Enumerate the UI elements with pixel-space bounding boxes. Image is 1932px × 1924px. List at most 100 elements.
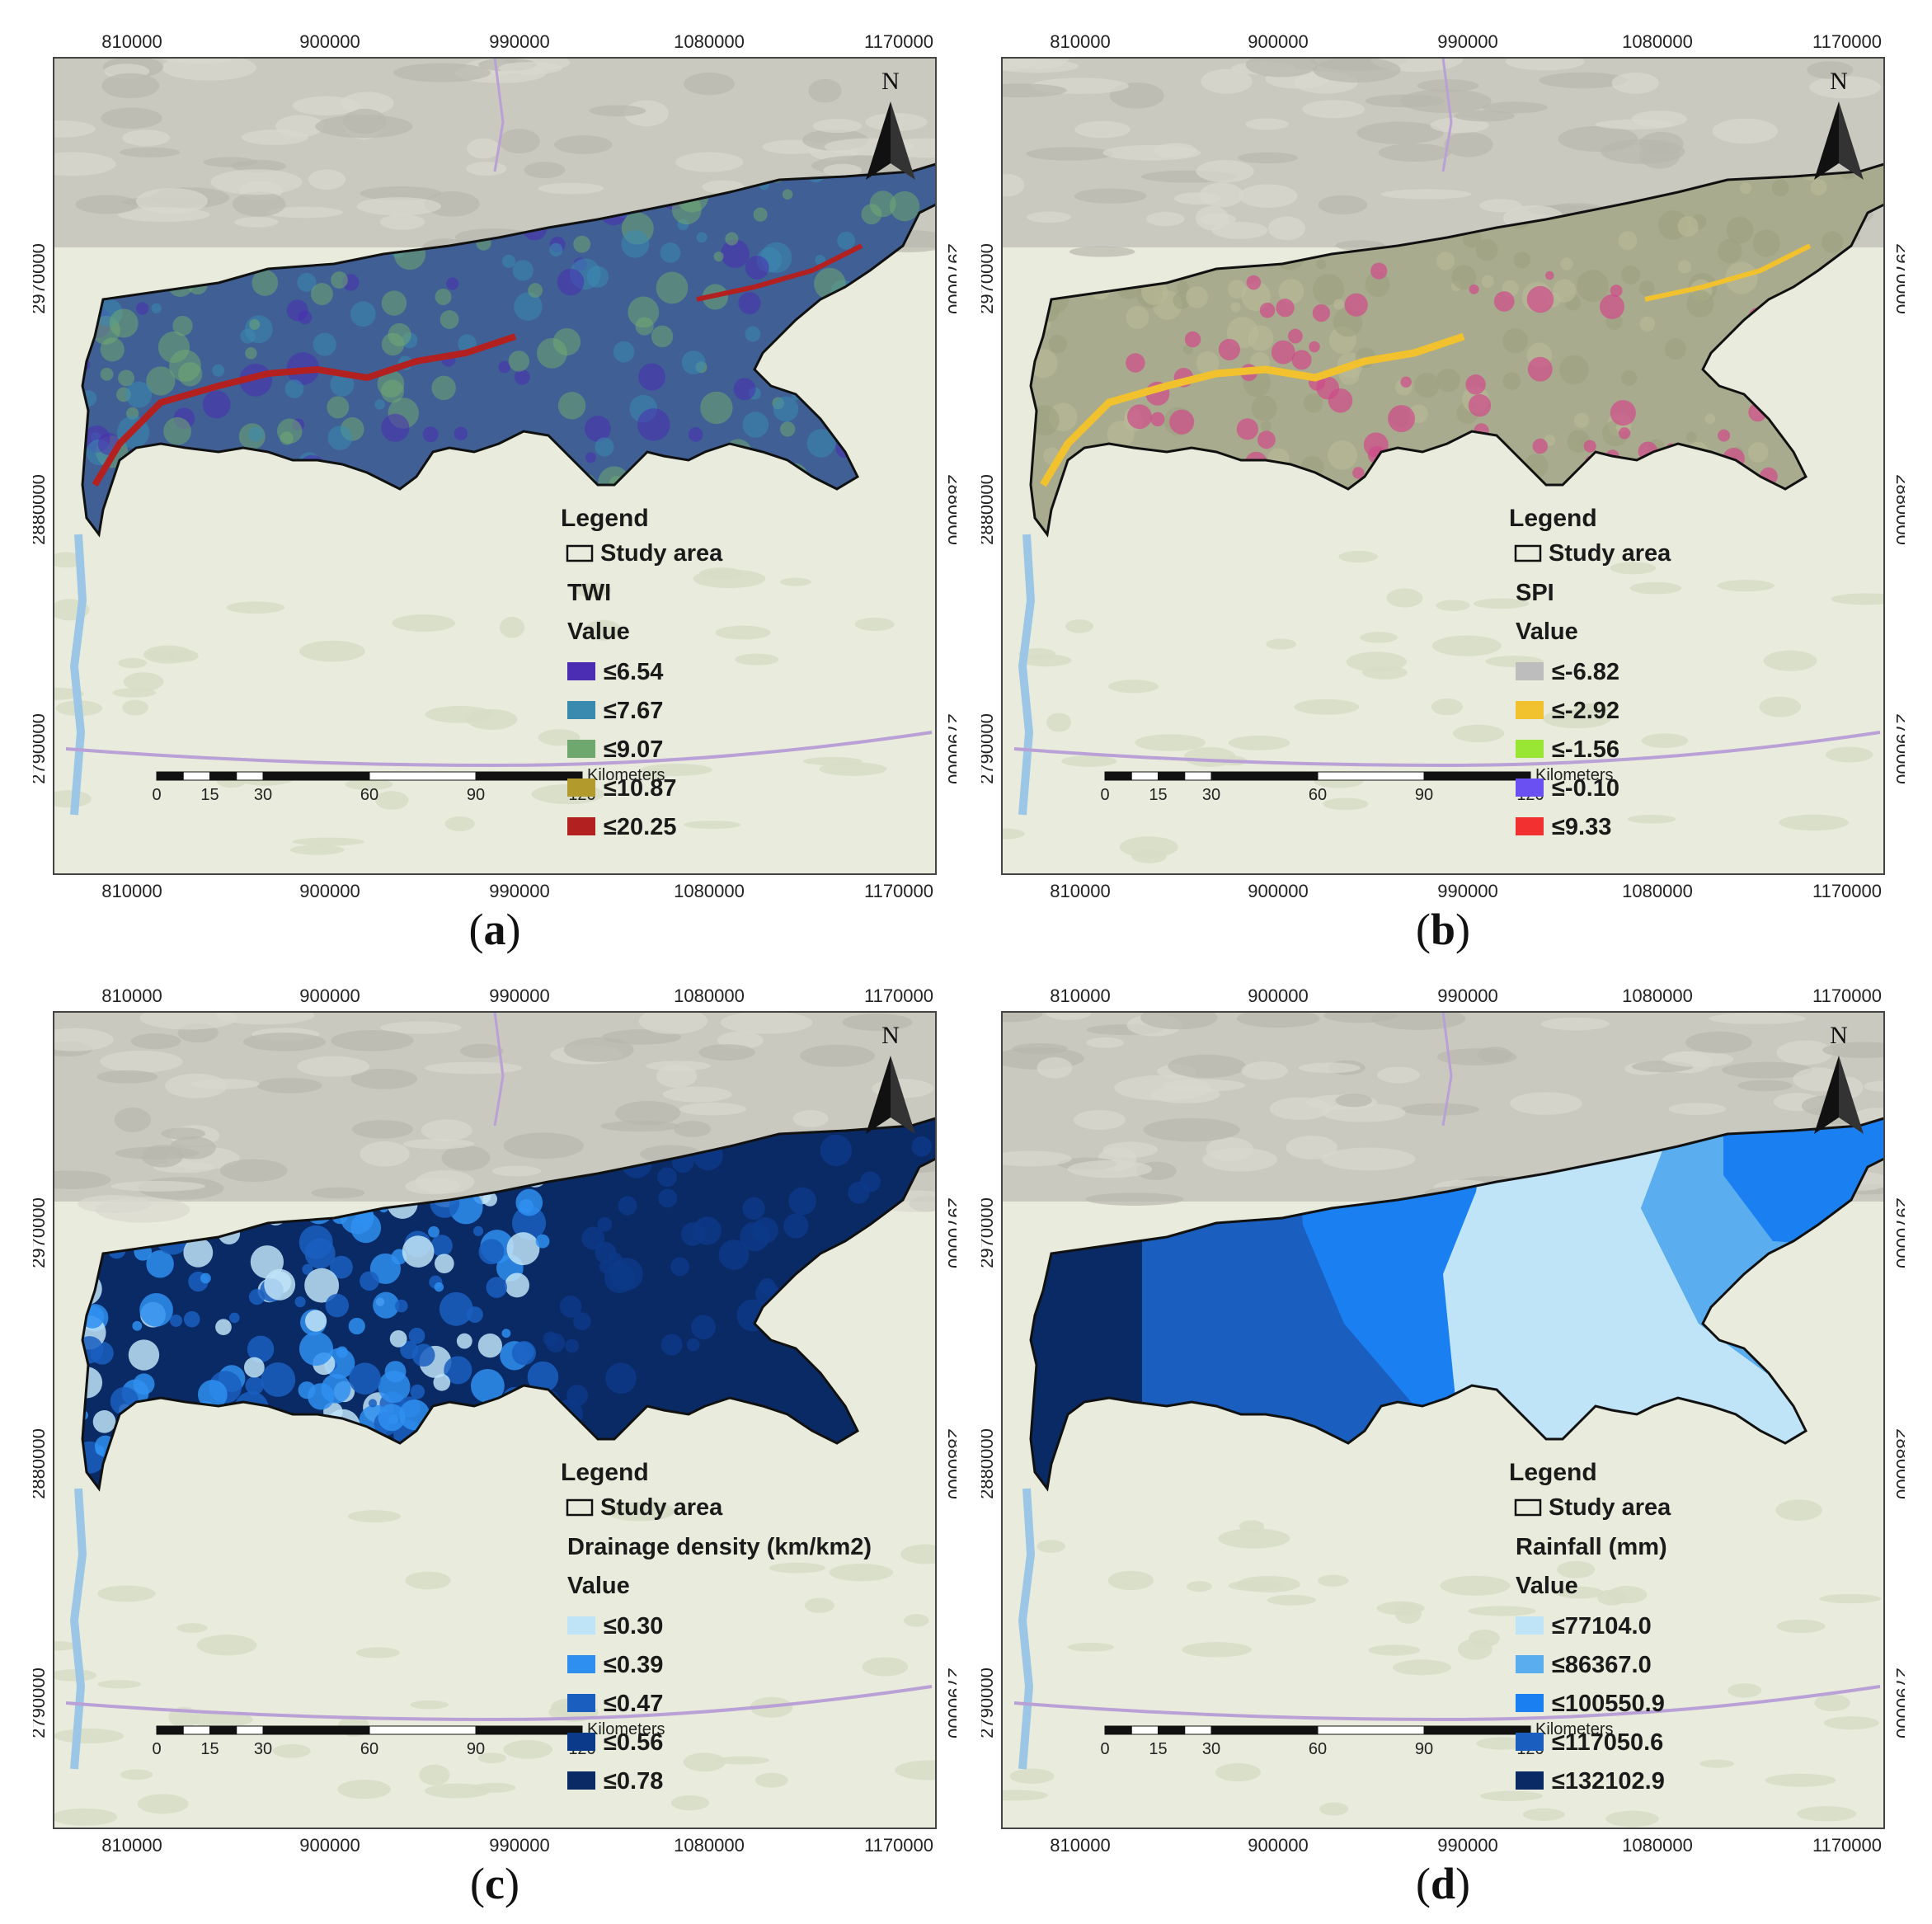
y-tick-label-left: 2790000 [33, 1668, 49, 1738]
raster-cell [1196, 350, 1220, 374]
terrain-ridge [1037, 1057, 1073, 1079]
raster-cell [470, 1368, 505, 1403]
x-tick-label-top: 900000 [299, 31, 360, 52]
scale-segment [1158, 1725, 1186, 1735]
terrain-ridge [196, 1635, 257, 1656]
terrain-ridge [1183, 746, 1236, 768]
legend-study-area-label: Study area [600, 1494, 723, 1521]
raster-cell [1610, 400, 1636, 426]
x-tick-label-bottom: 990000 [489, 881, 549, 901]
raster-cell [411, 1343, 435, 1367]
raster-cell [911, 1136, 932, 1157]
raster-cell [660, 1334, 683, 1356]
terrain-ridge [1399, 89, 1492, 114]
terrain-ridge [118, 657, 148, 669]
raster-cell [1186, 286, 1209, 308]
map-area [1002, 1012, 1884, 1828]
raster-cell [261, 1362, 296, 1397]
legend-swatch [1516, 779, 1544, 797]
raster-cell [434, 1282, 444, 1292]
terrain-ridge [272, 1743, 311, 1758]
terrain-ridge [169, 1136, 216, 1160]
raster-cell [374, 399, 385, 410]
terrain-ridge [1473, 598, 1529, 609]
legend-swatch [1516, 1655, 1544, 1673]
terrain-ridge [54, 120, 96, 138]
raster-cell [597, 1216, 613, 1232]
terrain-ridge [563, 1037, 634, 1062]
raster-cell [327, 426, 353, 450]
terrain-ridge [1067, 1642, 1114, 1652]
study-area-swatch [1514, 1498, 1542, 1517]
terrain-ridge [425, 1061, 523, 1075]
terrain-ridge [1825, 746, 1873, 763]
scale-segment [182, 771, 210, 781]
terrain-ridge [1026, 147, 1114, 161]
terrain-ridge [584, 619, 622, 641]
terrain-ridge [662, 1086, 732, 1103]
terrain-ridge [1436, 1048, 1517, 1065]
raster-cell [330, 372, 355, 397]
scale-segment [156, 1725, 184, 1735]
terrain-ridge [1763, 650, 1817, 671]
terrain-ridge [600, 1120, 679, 1132]
terrain-ridge [1417, 79, 1479, 92]
raster-cell [681, 350, 706, 374]
terrain-ridge [679, 1102, 747, 1116]
raster-cell [1810, 179, 1827, 196]
terrain-ridge [656, 1064, 698, 1089]
terrain-ridge [120, 1769, 153, 1781]
terrain-ridge [900, 1544, 936, 1564]
legend-class-label: ≤0.56 [604, 1729, 663, 1756]
raster-cell [783, 1213, 809, 1239]
raster-cell [1352, 467, 1365, 479]
scale-unit-label: Kilometers [1535, 1720, 1613, 1738]
raster-cell [284, 379, 304, 398]
raster-cell [454, 426, 468, 441]
x-tick-label-bottom: 1170000 [1812, 1835, 1882, 1856]
terrain-ridge [903, 1614, 929, 1627]
raster-cell [330, 1255, 353, 1279]
raster-cell [1236, 418, 1258, 440]
map-figure: 810000 810000 900000 900000 990000 990000 1080… [33, 986, 957, 1856]
terrain-ridge [812, 119, 863, 134]
raster-cell [1686, 289, 1714, 318]
map-area [54, 58, 936, 874]
legend-swatch [567, 779, 595, 797]
raster-cell [599, 1259, 613, 1274]
x-tick-label-bottom: 810000 [101, 881, 162, 901]
terrain-ridge [683, 1752, 726, 1772]
terrain-ridge [444, 816, 475, 831]
map-panel-a: 810000 810000 900000 900000 990000 990000 1080… [33, 23, 957, 954]
raster-cell [132, 1320, 143, 1331]
raster-cell [377, 369, 405, 398]
terrain-ridge [720, 1012, 813, 1034]
y-tick-label-left: 2880000 [33, 1428, 49, 1499]
high-value-channel [92, 333, 517, 487]
raster-cell [325, 1293, 350, 1318]
north-arrow-right [891, 101, 915, 180]
terrain-ridge [123, 672, 164, 692]
x-tick-label-bottom: 1080000 [1622, 1835, 1693, 1856]
legend-swatch [567, 701, 595, 719]
terrain-ridge [1319, 1802, 1349, 1816]
terrain-ridge [503, 1132, 584, 1160]
raster-cell [1257, 430, 1276, 449]
terrain-ridge [356, 1647, 400, 1658]
terrain-ridge [1436, 600, 1470, 611]
terrain-ridge [1239, 184, 1298, 209]
raster-cell [721, 239, 750, 268]
terrain-ridge [1482, 101, 1548, 114]
terrain-ridge [684, 72, 735, 96]
panel-caption: (b) [1415, 905, 1470, 954]
scale-segment [1423, 771, 1531, 781]
raster-cell [782, 189, 793, 200]
terrain-ridge [1211, 221, 1268, 239]
raster-cell [247, 426, 264, 442]
terrain-ridge [1479, 1790, 1544, 1801]
x-tick-label-bottom: 810000 [101, 1835, 162, 1856]
scale-segment [209, 771, 237, 781]
terrain-ridge [1187, 1581, 1212, 1592]
terrain-ridge [337, 1779, 391, 1799]
scale-label: 60 [1309, 786, 1327, 804]
